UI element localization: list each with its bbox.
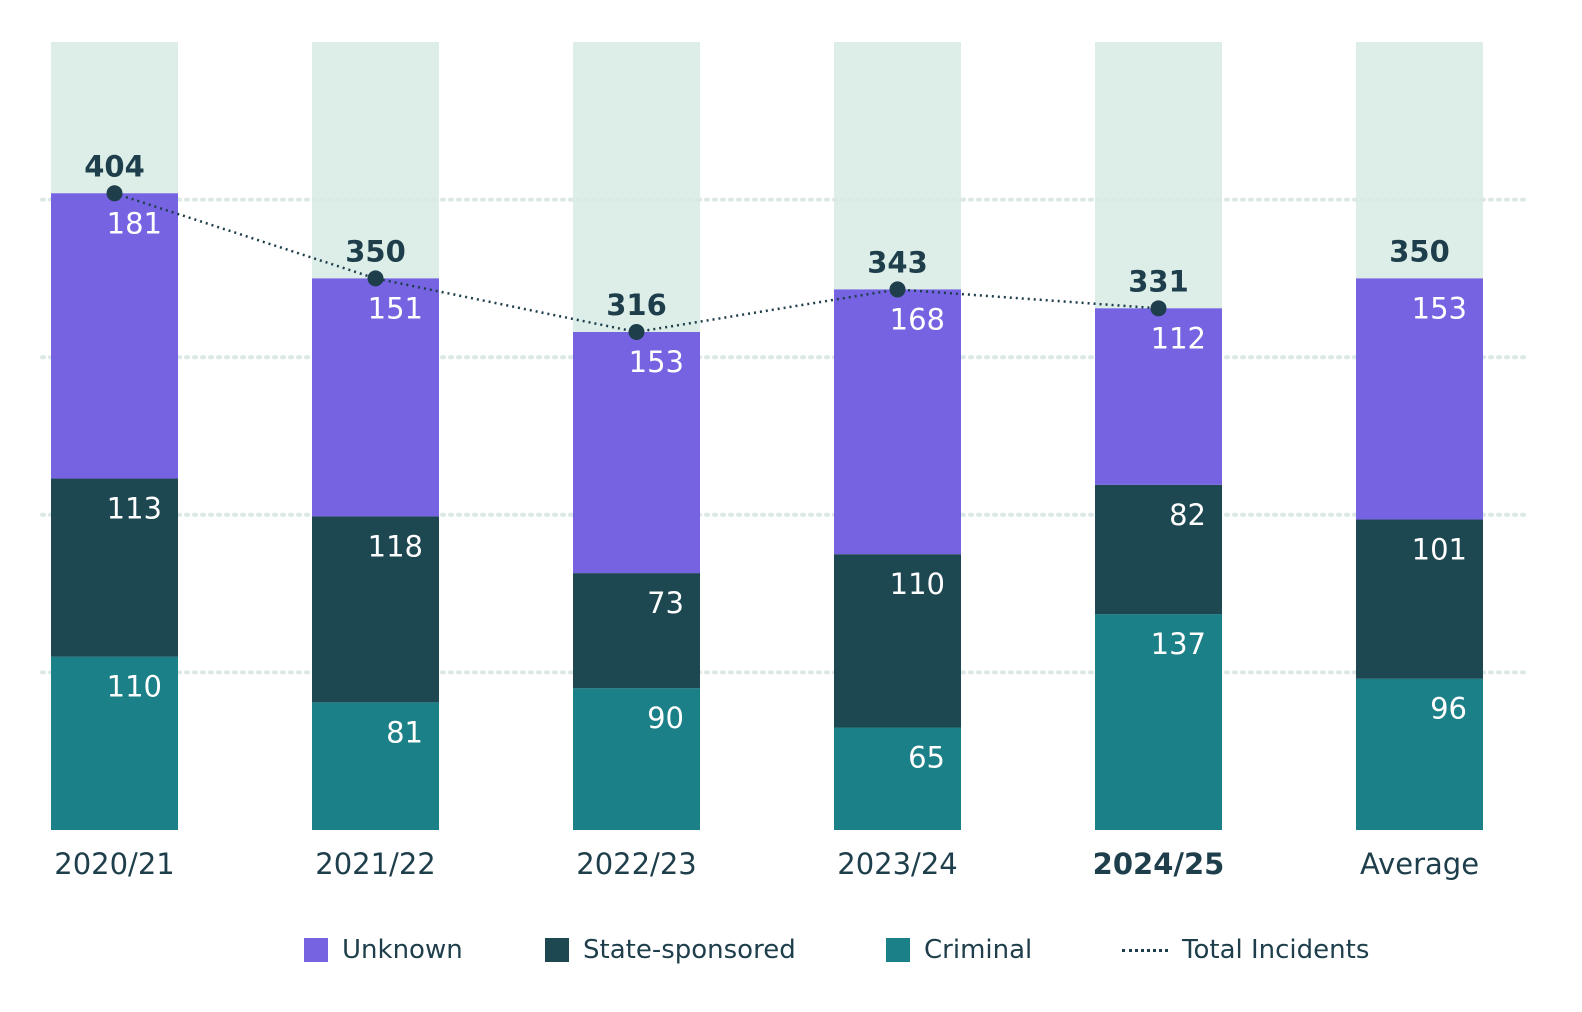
x-tick-label-2022-23: 2022/23 (576, 847, 696, 881)
data-label-unknown-2021-22: 151 (368, 291, 423, 325)
bar-segment-state-sponsored-2021-22 (312, 516, 439, 703)
data-label-state-sponsored-2023-24: 110 (890, 567, 945, 601)
legend: Unknown State-sponsored Criminal Total I… (0, 930, 1582, 970)
bar-segment-unknown-2023-24 (834, 289, 961, 555)
legend-item-unknown: Unknown (304, 930, 463, 970)
legend-swatch-criminal (886, 938, 910, 962)
x-tick-label-2020-21: 2020/21 (54, 847, 174, 881)
bar-segment-unknown-2021-22 (312, 278, 439, 517)
bar-segment-state-sponsored-2020-21 (51, 478, 178, 657)
bar-segment-unknown-average (1356, 278, 1483, 520)
total-label-average: 350 (1389, 234, 1450, 268)
data-label-state-sponsored-2022-23: 73 (647, 586, 684, 620)
data-label-state-sponsored-average: 101 (1412, 533, 1467, 567)
total-marker-2020-21 (106, 185, 123, 202)
legend-label-state-sponsored: State-sponsored (583, 935, 796, 965)
legend-swatch-unknown (304, 938, 328, 962)
total-marker-2023-24 (889, 281, 906, 298)
total-marker-2022-23 (628, 323, 645, 340)
bar-segment-criminal-2023-24 (834, 727, 961, 830)
data-label-unknown-2022-23: 153 (629, 345, 684, 379)
x-tick-label-2023-24: 2023/24 (837, 847, 957, 881)
x-tick-label-2021-22: 2021/22 (315, 847, 435, 881)
data-label-criminal-2020-21: 110 (107, 670, 162, 704)
legend-item-state-sponsored: State-sponsored (545, 930, 796, 970)
data-label-unknown-2023-24: 168 (890, 302, 945, 336)
bar-segment-unknown-2022-23 (573, 331, 700, 574)
total-label-2024-25: 331 (1128, 264, 1189, 298)
legend-line-total-incidents (1122, 948, 1168, 952)
data-label-state-sponsored-2021-22: 118 (368, 529, 423, 563)
x-tick-label-2024-25: 2024/25 (1093, 847, 1225, 881)
bar-segment-criminal-2021-22 (312, 702, 439, 830)
bar-segment-state-sponsored-average (1356, 519, 1483, 679)
total-marker-2021-22 (367, 270, 384, 287)
data-label-state-sponsored-2020-21: 113 (107, 492, 162, 526)
stacked-bar-chart: 110 113 181 81 118 151 90 73 153 65 110 168 137 82 112… (40, 42, 1532, 881)
data-label-criminal-2021-22: 81 (386, 715, 423, 749)
legend-label-criminal: Criminal (924, 935, 1033, 965)
bar-segment-state-sponsored-2022-23 (573, 573, 700, 689)
data-label-criminal-2022-23: 90 (647, 701, 684, 735)
bar-segment-unknown-2024-25 (1095, 308, 1222, 485)
data-label-criminal-average: 96 (1430, 692, 1467, 726)
total-label-2022-23: 316 (606, 288, 667, 322)
total-marker-2024-25 (1150, 300, 1167, 317)
legend-label-unknown: Unknown (342, 935, 463, 965)
bar-segment-unknown-2020-21 (51, 193, 178, 479)
data-label-unknown-2020-21: 181 (107, 206, 162, 240)
bar-segment-criminal-2024-25 (1095, 614, 1222, 830)
x-tick-label-average: Average (1360, 847, 1479, 881)
data-label-unknown-average: 153 (1412, 291, 1467, 325)
total-label-2023-24: 343 (867, 245, 928, 279)
bar-segment-criminal-2022-23 (573, 688, 700, 830)
bar-segment-state-sponsored-2024-25 (1095, 484, 1222, 615)
bar-segment-criminal-average (1356, 678, 1483, 830)
legend-label-total-incidents: Total Incidents (1182, 935, 1370, 965)
legend-item-criminal: Criminal (886, 930, 1032, 970)
data-label-criminal-2024-25: 137 (1151, 627, 1206, 661)
total-label-2020-21: 404 (84, 149, 145, 183)
legend-swatch-state-sponsored (545, 938, 569, 962)
data-label-criminal-2023-24: 65 (908, 741, 945, 775)
bar-segment-state-sponsored-2023-24 (834, 554, 961, 728)
data-label-state-sponsored-2024-25: 82 (1169, 498, 1206, 532)
data-label-unknown-2024-25: 112 (1151, 321, 1206, 355)
legend-item-total-incidents: Total Incidents (1122, 930, 1369, 970)
total-label-2021-22: 350 (345, 234, 406, 268)
bar-segment-criminal-2020-21 (51, 656, 178, 830)
